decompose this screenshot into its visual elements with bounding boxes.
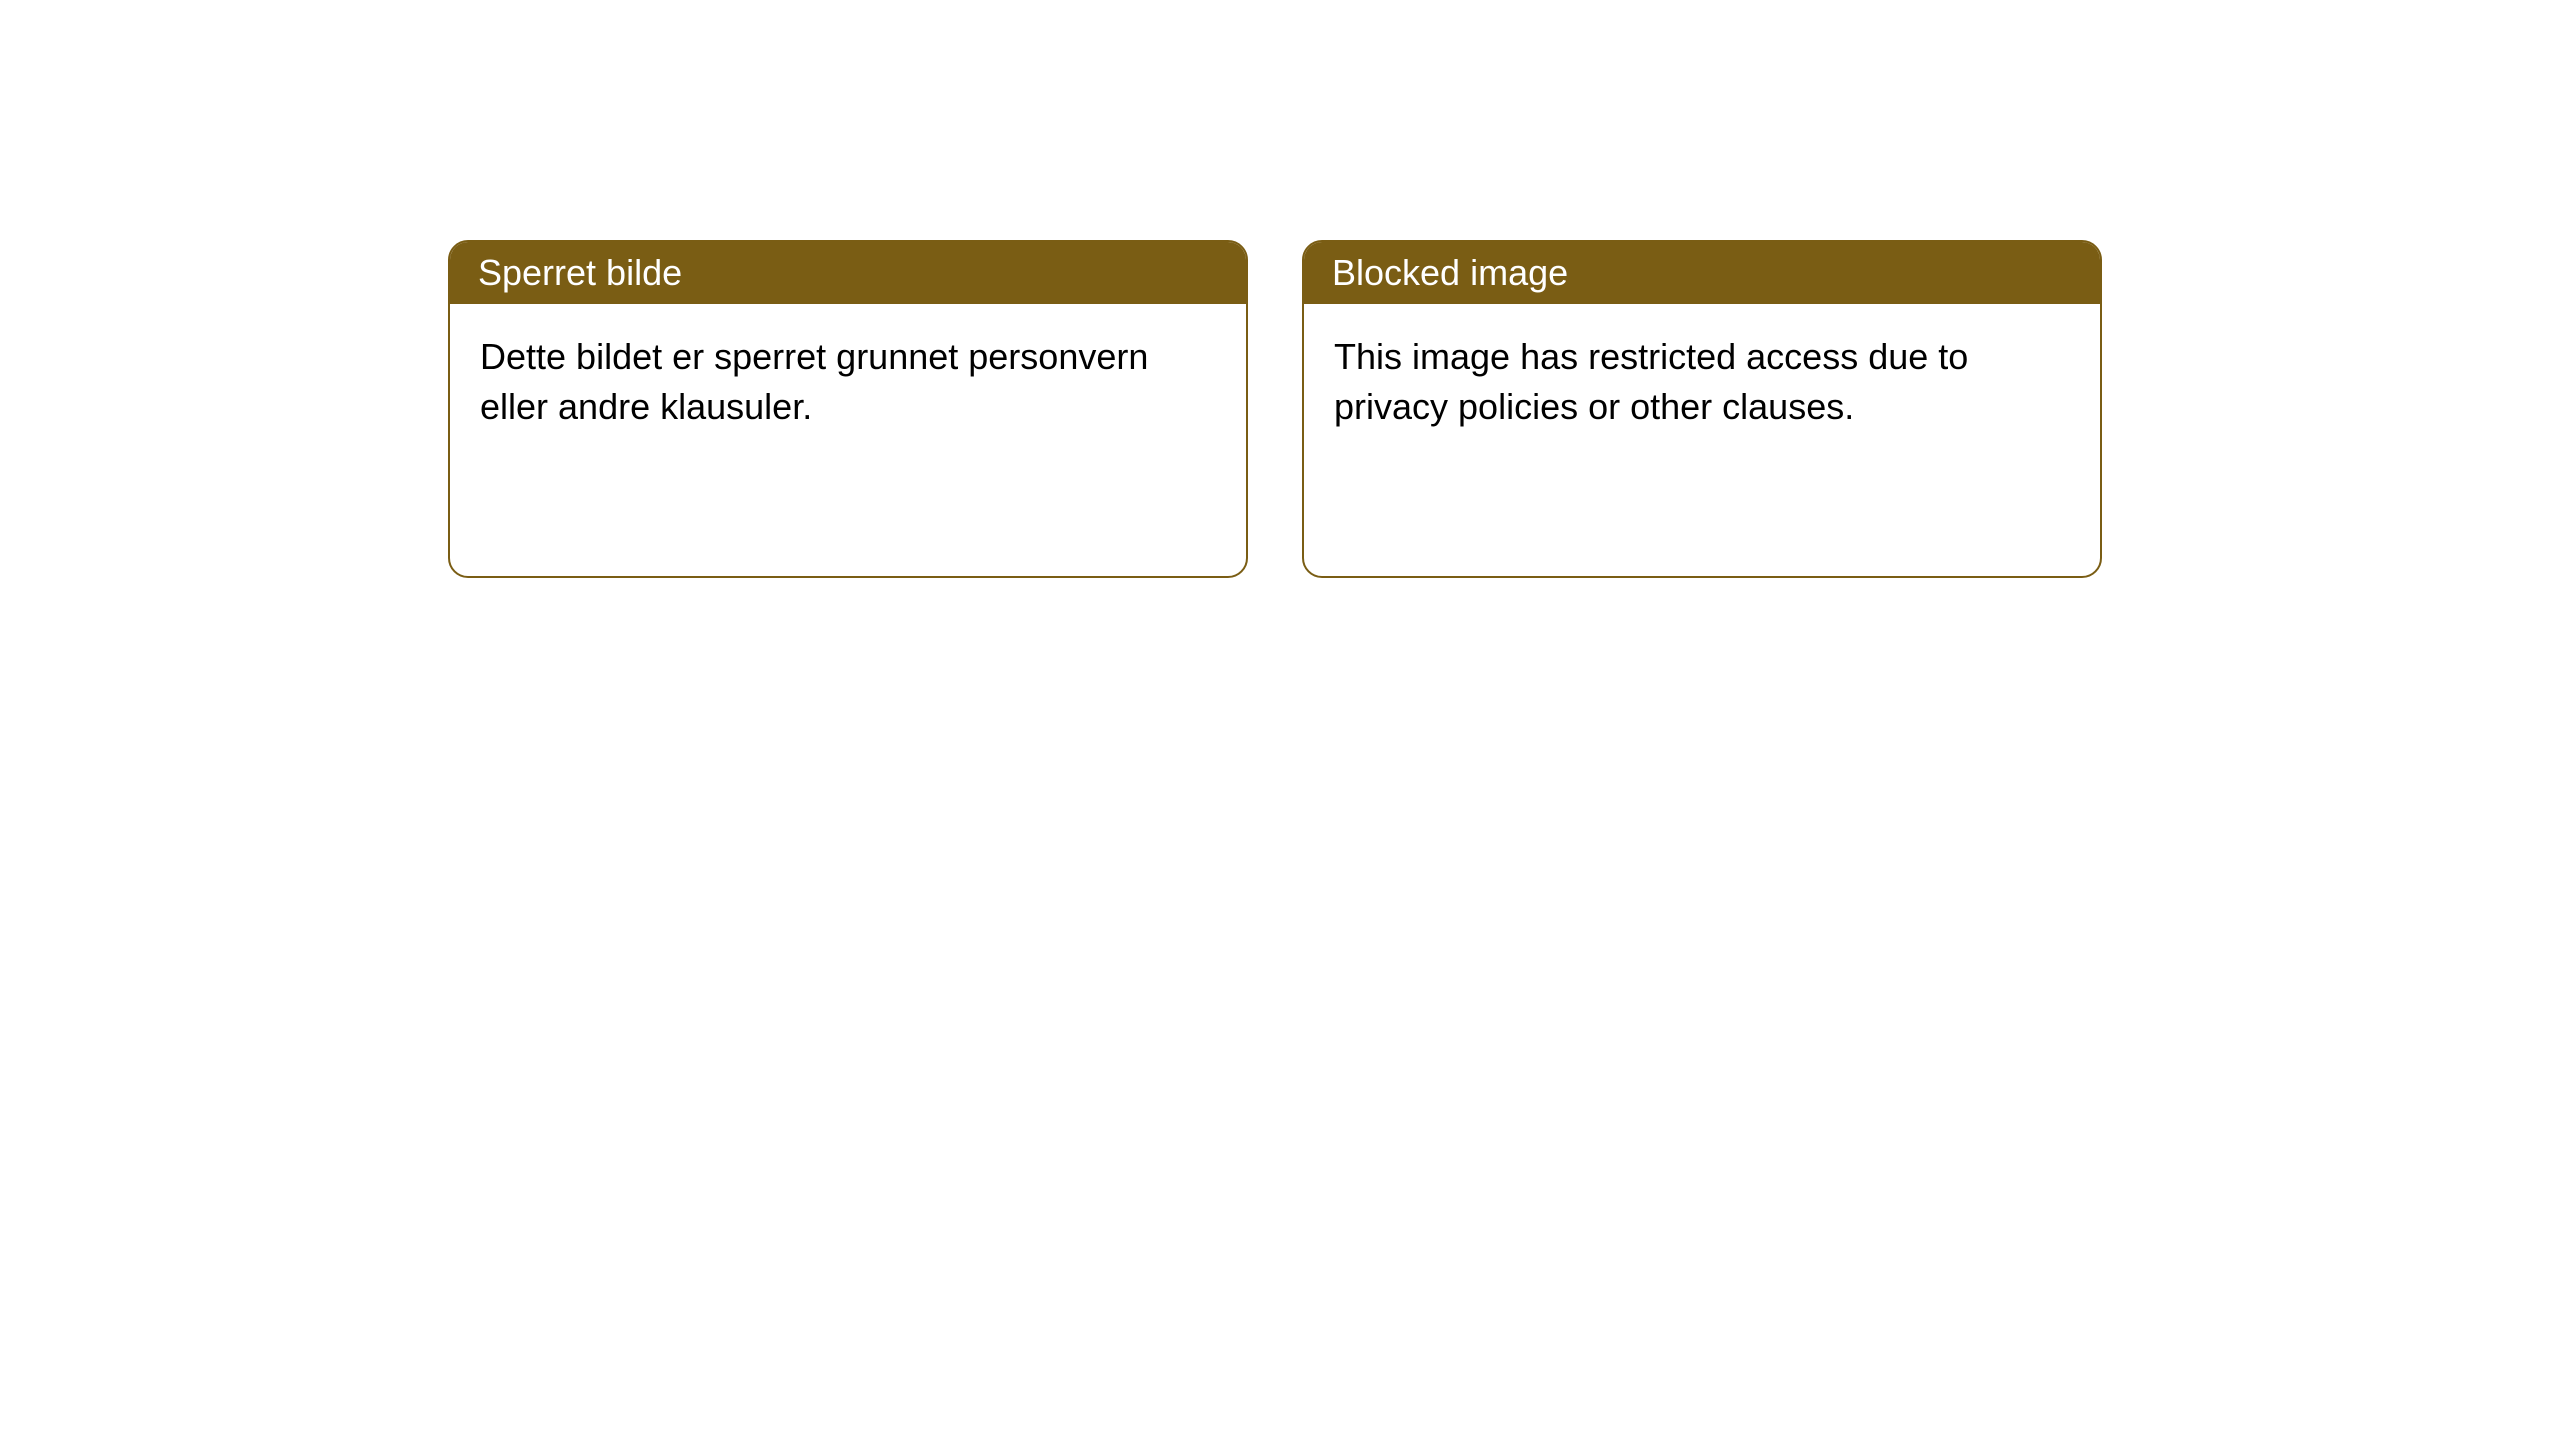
card-body-text: This image has restricted access due to …: [1334, 336, 1968, 427]
card-body: Dette bildet er sperret grunnet personve…: [450, 304, 1246, 461]
notice-card-english: Blocked image This image has restricted …: [1302, 240, 2102, 578]
card-body-text: Dette bildet er sperret grunnet personve…: [480, 336, 1148, 427]
notice-card-norwegian: Sperret bilde Dette bildet er sperret gr…: [448, 240, 1248, 578]
card-header: Sperret bilde: [450, 242, 1246, 304]
card-title: Sperret bilde: [478, 252, 682, 293]
card-header: Blocked image: [1304, 242, 2100, 304]
card-body: This image has restricted access due to …: [1304, 304, 2100, 461]
card-title: Blocked image: [1332, 252, 1568, 293]
notice-container: Sperret bilde Dette bildet er sperret gr…: [0, 0, 2560, 578]
